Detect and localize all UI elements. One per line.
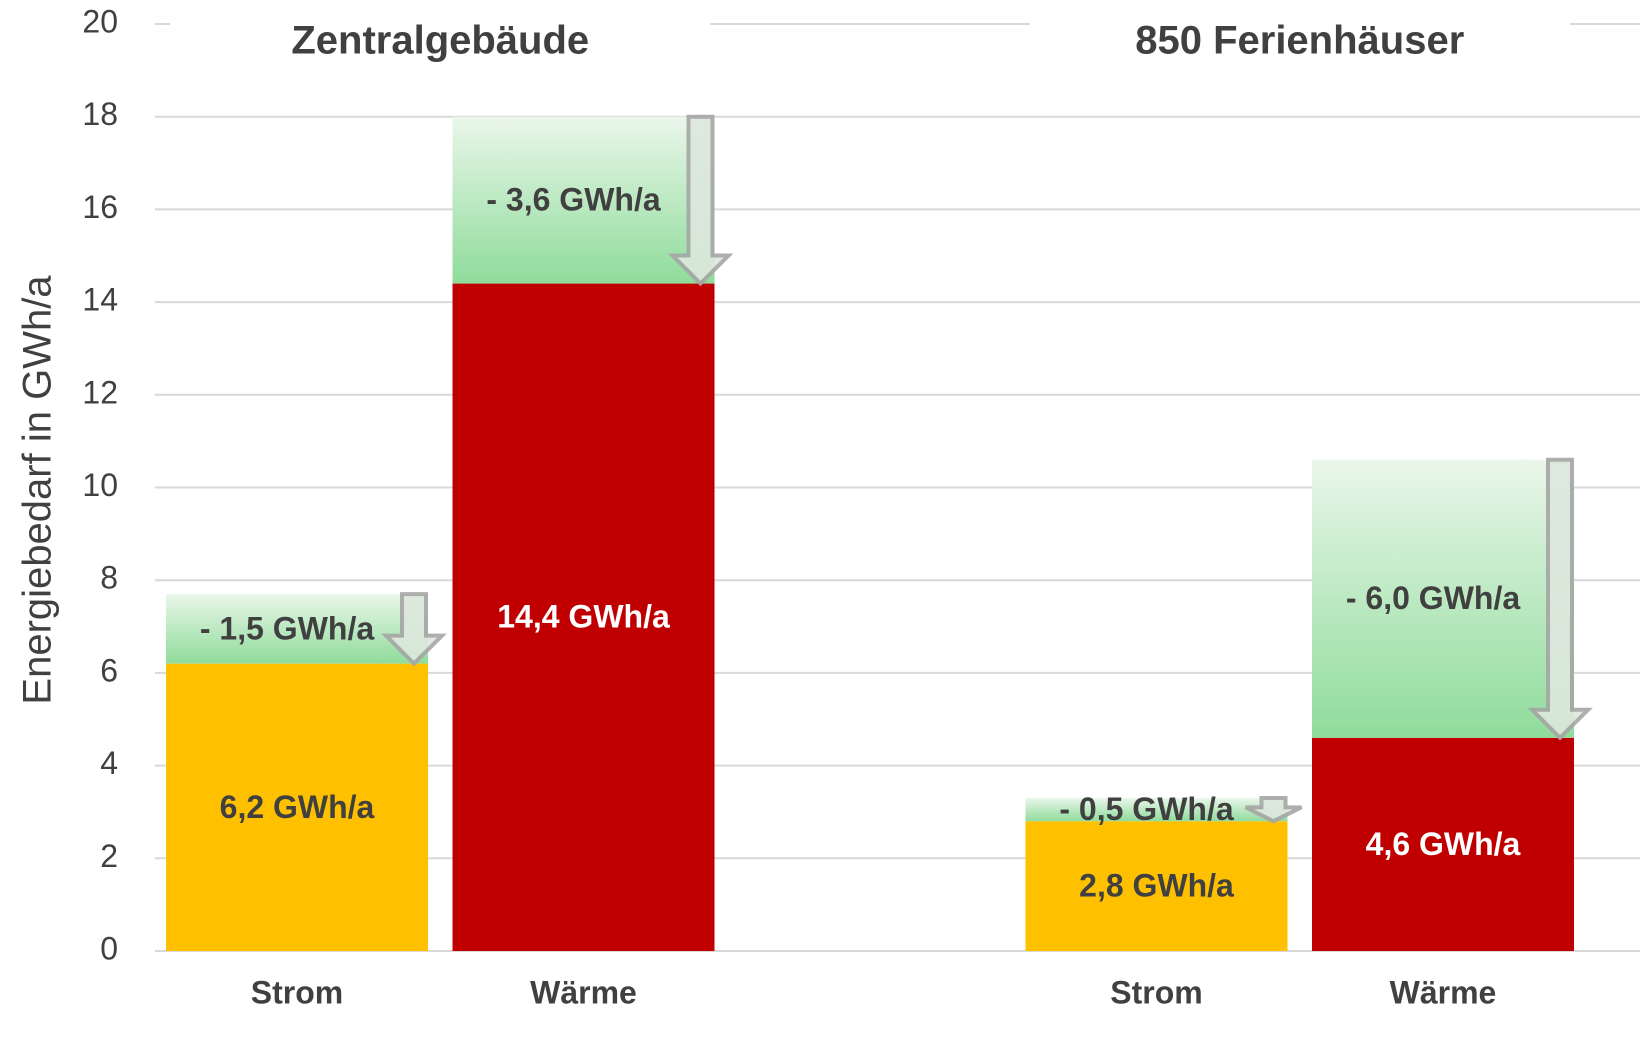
y-tick-label: 6 <box>100 652 118 688</box>
data-label: - 6,0 GWh/a <box>1346 580 1520 616</box>
bar <box>166 663 428 951</box>
data-label: 6,2 GWh/a <box>220 789 375 825</box>
x-tick-label: Wärme <box>1390 974 1497 1010</box>
x-tick-label: Wärme <box>530 974 637 1010</box>
group-title: Zentralgebäude <box>291 19 589 63</box>
arrow <box>667 114 734 287</box>
y-tick-label: 4 <box>100 745 118 781</box>
data-label: - 3,6 GWh/a <box>486 182 660 218</box>
bar <box>1025 821 1288 951</box>
bar <box>1312 737 1574 951</box>
bar <box>452 283 715 951</box>
arrow <box>381 592 447 667</box>
data-label: 2,8 GWh/a <box>1079 868 1234 904</box>
y-tick-label: 8 <box>100 560 118 596</box>
arrow <box>1527 457 1593 741</box>
y-tick-label: 2 <box>100 838 118 874</box>
y-tick-label: 18 <box>82 96 118 132</box>
data-label: - 1,5 GWh/a <box>200 610 374 646</box>
y-tick-label: 10 <box>82 467 118 503</box>
y-axis-label: Energiebedarf in GWh/a <box>16 275 60 705</box>
title-bg <box>1029 8 1570 78</box>
savings-bar <box>166 594 428 664</box>
title-bg <box>170 8 711 78</box>
data-label: 14,4 GWh/a <box>497 599 670 635</box>
group-title: 850 Ferienhäuser <box>1135 19 1464 63</box>
x-tick-label: Strom <box>1110 974 1202 1010</box>
y-tick-label: 0 <box>100 930 118 966</box>
y-tick-label: 20 <box>82 3 118 39</box>
data-label: 4,6 GWh/a <box>1366 826 1521 862</box>
y-tick-label: 16 <box>82 189 118 225</box>
y-tick-label: 12 <box>82 374 118 410</box>
y-tick-label: 14 <box>82 282 118 318</box>
x-tick-label: Strom <box>251 974 343 1010</box>
savings-bar <box>1312 459 1574 738</box>
arrow <box>1244 796 1303 824</box>
savings-bar <box>1025 798 1288 822</box>
data-label: - 0,5 GWh/a <box>1059 791 1233 827</box>
